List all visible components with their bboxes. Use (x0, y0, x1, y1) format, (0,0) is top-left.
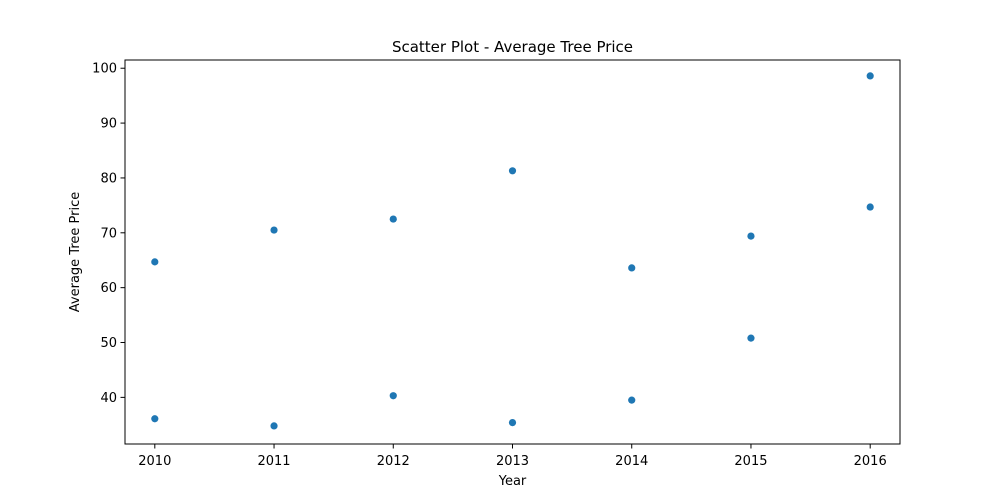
data-point (747, 334, 755, 342)
data-point (508, 167, 517, 175)
data-point (866, 72, 874, 80)
x-tick-label: 2011 (257, 454, 290, 469)
y-tick-label: 60 (100, 281, 117, 296)
data-points (151, 72, 874, 430)
data-point (747, 232, 755, 240)
plot-frame (124, 59, 901, 445)
chart-title: Scatter Plot - Average Tree Price (392, 38, 633, 56)
y-tick-label: 90 (100, 117, 117, 132)
y-tick-label: 50 (100, 336, 117, 351)
x-tick-label: 2014 (615, 454, 648, 469)
y-tick-label: 80 (100, 171, 117, 186)
y-axis-label: Average Tree Price (68, 192, 83, 312)
data-point (389, 392, 397, 400)
x-axis: 2010 2011 2012 2013 2014 2015 2016 (138, 444, 887, 469)
data-point (866, 203, 874, 211)
data-point (389, 215, 397, 223)
x-tick-label: 2016 (854, 454, 887, 469)
x-axis-label: Year (498, 474, 527, 489)
y-axis: 40 50 60 70 80 90 100 (92, 62, 125, 406)
x-tick-label: 2015 (734, 454, 767, 469)
x-tick-label: 2010 (138, 454, 171, 469)
data-point (270, 226, 278, 234)
data-point (508, 419, 517, 427)
y-tick-label: 40 (100, 391, 117, 406)
y-tick-label: 70 (100, 226, 117, 241)
plot-area: 2010 2011 2012 2013 2014 2015 2016 40 50 60 70 80 9… (92, 59, 901, 469)
x-tick-label: 2012 (377, 454, 410, 469)
data-point (151, 415, 159, 423)
data-point (628, 264, 636, 272)
data-point (270, 422, 278, 430)
data-point (628, 396, 636, 404)
y-tick-label: 100 (92, 62, 117, 77)
x-tick-label: 2013 (496, 454, 529, 469)
data-point (151, 258, 159, 266)
